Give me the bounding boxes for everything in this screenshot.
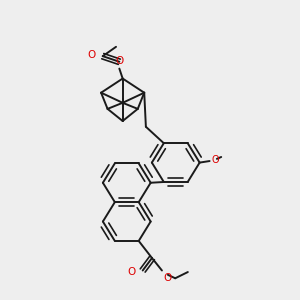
Text: O: O (115, 56, 124, 66)
Text: O: O (211, 155, 219, 165)
Text: O: O (128, 267, 136, 277)
Text: O: O (164, 273, 172, 283)
Text: O: O (87, 50, 95, 60)
